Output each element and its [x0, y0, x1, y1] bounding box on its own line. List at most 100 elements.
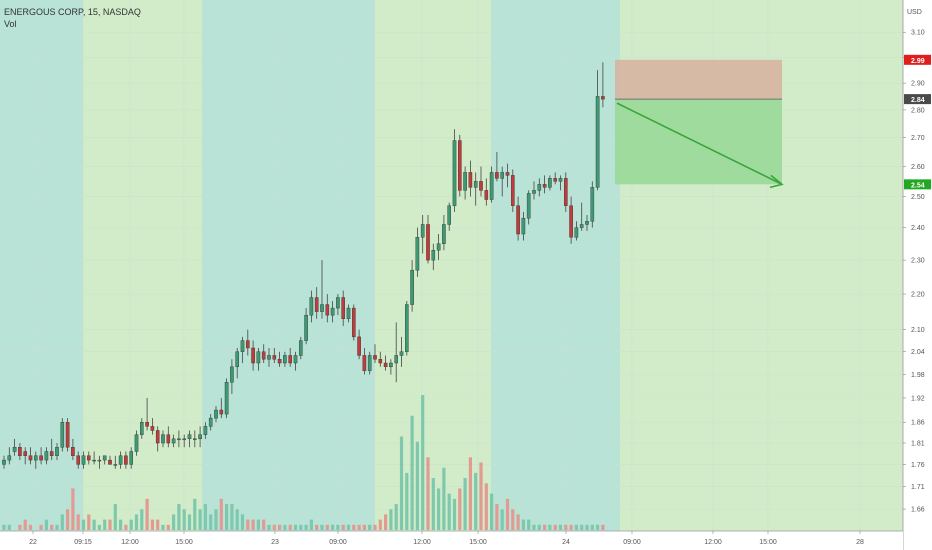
candle-body	[161, 434, 165, 444]
volume-bar	[256, 519, 260, 530]
volume-bar	[203, 504, 207, 530]
candle-body	[489, 172, 494, 200]
candle-body	[124, 455, 128, 465]
volume-bar	[150, 519, 154, 530]
candle-body	[500, 172, 505, 179]
volume-indicator-label[interactable]: Vol	[4, 19, 17, 29]
candle-body	[113, 464, 118, 466]
price-tick-label: 2.70	[911, 135, 925, 142]
time-tick-label: 24	[562, 539, 570, 546]
time-tick-label: 09:15	[74, 539, 92, 546]
volume-bar	[352, 524, 356, 530]
price-tick-label: 2.50	[911, 194, 925, 201]
time-tick-label: 09:00	[623, 539, 641, 546]
price-tick-label: 1.98	[911, 372, 925, 379]
candle-body	[362, 355, 367, 371]
volume-bar	[590, 524, 594, 530]
price-tick-label: 2.90	[911, 81, 925, 88]
candle-body	[447, 205, 452, 225]
candle-body	[579, 224, 584, 228]
candle-body	[134, 434, 139, 452]
volume-bar	[76, 514, 80, 530]
candle-body	[245, 340, 250, 349]
candle-body	[71, 447, 75, 456]
candle-body	[452, 140, 457, 206]
candle-body	[203, 426, 208, 435]
volume-bar	[362, 524, 366, 530]
price-tick-label: 1.66	[911, 507, 925, 514]
volume-bar	[187, 514, 192, 530]
volume-bar	[209, 514, 213, 530]
volume-bar	[373, 524, 377, 530]
volume-bar	[304, 524, 308, 530]
price-badge-label: 2.54	[911, 182, 925, 189]
candle-body	[537, 184, 542, 191]
volume-bar	[585, 524, 589, 530]
volume-bar	[442, 467, 446, 530]
candle-body	[420, 224, 425, 238]
time-tick-label: 09:00	[329, 539, 347, 546]
candle-body	[60, 422, 65, 448]
trade-arrow	[616, 102, 783, 186]
candle-body	[49, 451, 54, 456]
volume-bar	[410, 415, 414, 530]
candle-body	[574, 227, 579, 238]
candle-body	[394, 355, 399, 364]
volume-bar	[336, 524, 340, 530]
volume-bar	[421, 395, 425, 530]
chart-legend: ENERGOUS CORP, 15, NASDAQ Vol	[4, 6, 141, 30]
candle-body	[28, 455, 33, 461]
volume-bar	[246, 519, 250, 530]
candle-body	[34, 455, 38, 461]
candle-body	[214, 409, 218, 419]
candle-body	[81, 455, 86, 465]
candle-body	[108, 459, 112, 465]
candle-body	[367, 355, 372, 371]
volume-bar	[97, 524, 101, 530]
candle-body	[55, 447, 59, 456]
candle-body	[18, 447, 22, 456]
candle-body	[410, 269, 414, 305]
currency-label: USD	[907, 9, 922, 16]
volume-bar	[479, 462, 483, 530]
volume-bar	[140, 509, 144, 530]
candle-body	[7, 455, 12, 461]
volume-bar	[278, 524, 282, 530]
volume-bar	[240, 514, 245, 530]
volume-bar	[357, 524, 361, 530]
volume-bar	[521, 519, 525, 530]
candle-body	[341, 297, 346, 319]
price-badge-label: 2.99	[911, 58, 925, 65]
candle-body	[389, 362, 393, 368]
volume-bar	[368, 524, 372, 530]
symbol-title[interactable]: ENERGOUS CORP, 15, NASDAQ	[4, 7, 141, 17]
volume-bar	[601, 524, 605, 530]
candle-body	[505, 172, 510, 176]
candle-body	[139, 422, 144, 435]
volume-bar	[81, 519, 86, 530]
volume-bar	[230, 504, 234, 530]
candle-body	[150, 426, 155, 431]
volume-bar	[103, 519, 107, 530]
volume-bar	[272, 524, 276, 530]
candle-body	[309, 297, 314, 316]
volume-bar	[134, 514, 139, 530]
volume-bar	[87, 514, 91, 530]
volume-bar	[580, 524, 584, 530]
price-tick-label: 2.04	[911, 349, 925, 356]
volume-bar	[166, 524, 170, 530]
candle-body	[320, 304, 324, 312]
volume-bar	[119, 519, 123, 530]
volume-bar	[463, 478, 467, 530]
volume-bar	[527, 519, 531, 530]
volume-bar	[415, 441, 419, 530]
volume-bar	[564, 524, 568, 530]
volume-bar	[145, 498, 149, 530]
volume-bar	[325, 524, 329, 530]
candle-body	[383, 362, 388, 368]
candle-body	[516, 205, 520, 235]
price-scale	[903, 0, 932, 550]
candle-body	[2, 459, 6, 465]
price-badge-label: 2.84	[911, 97, 925, 104]
